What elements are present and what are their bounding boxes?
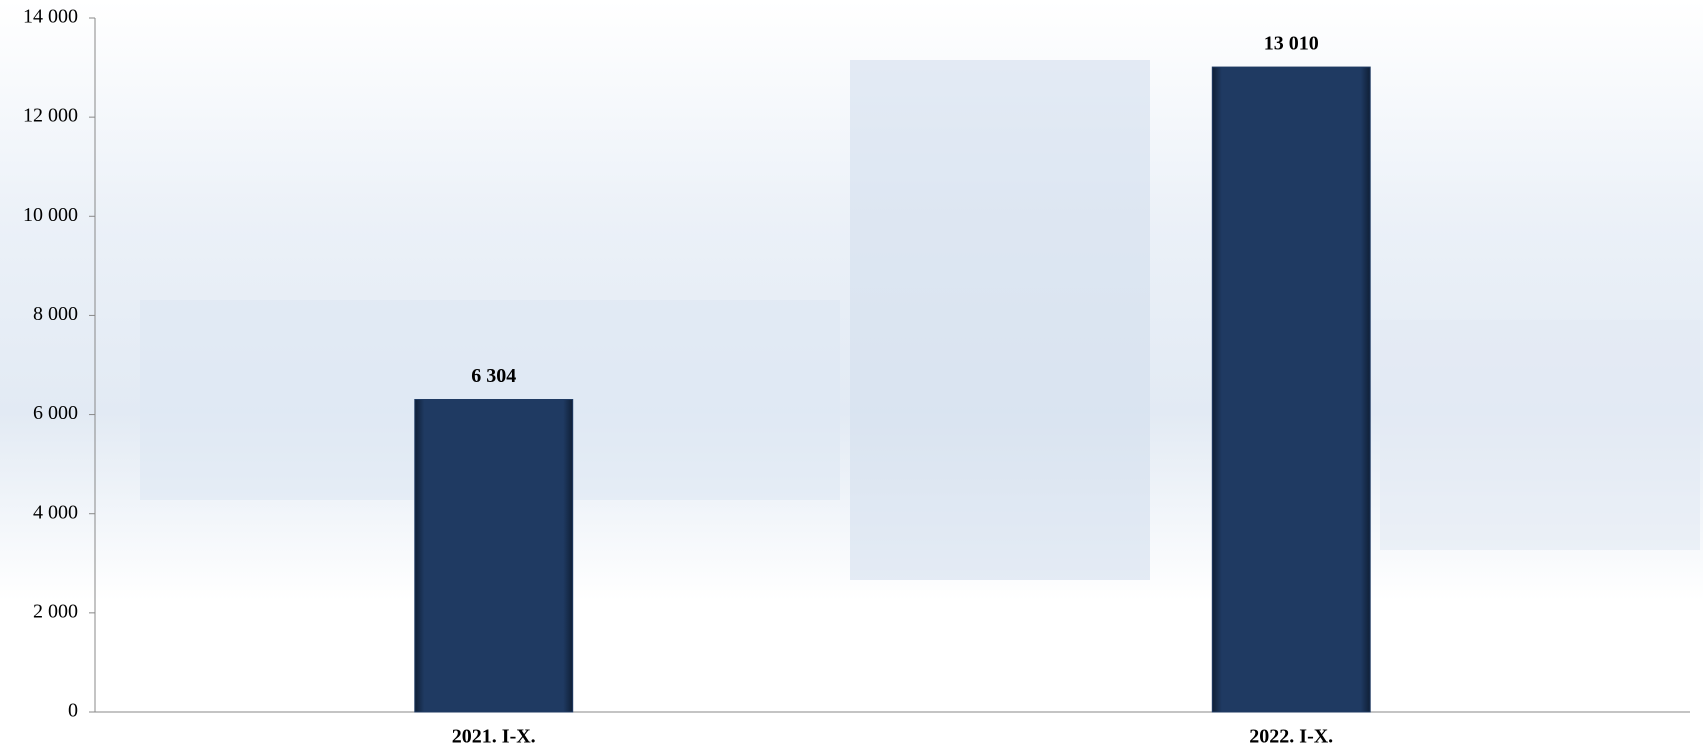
y-tick-label: 2 000 (33, 600, 78, 622)
x-tick-label: 2021. I-X. (452, 726, 536, 748)
data-label: 6 304 (471, 365, 516, 387)
data-label: 13 010 (1264, 33, 1319, 55)
bar (414, 399, 574, 713)
bar (1211, 66, 1371, 713)
y-tick-label: 14 000 (23, 6, 78, 28)
y-tick-label: 12 000 (23, 105, 78, 127)
y-tick-label: 6 000 (33, 402, 78, 424)
x-tick-label: 2022. I-X. (1249, 726, 1333, 748)
y-tick-label: 4 000 (33, 501, 78, 523)
y-tick-label: 0 (68, 700, 78, 722)
y-tick-label: 8 000 (33, 303, 78, 325)
y-tick-label: 10 000 (23, 204, 78, 226)
